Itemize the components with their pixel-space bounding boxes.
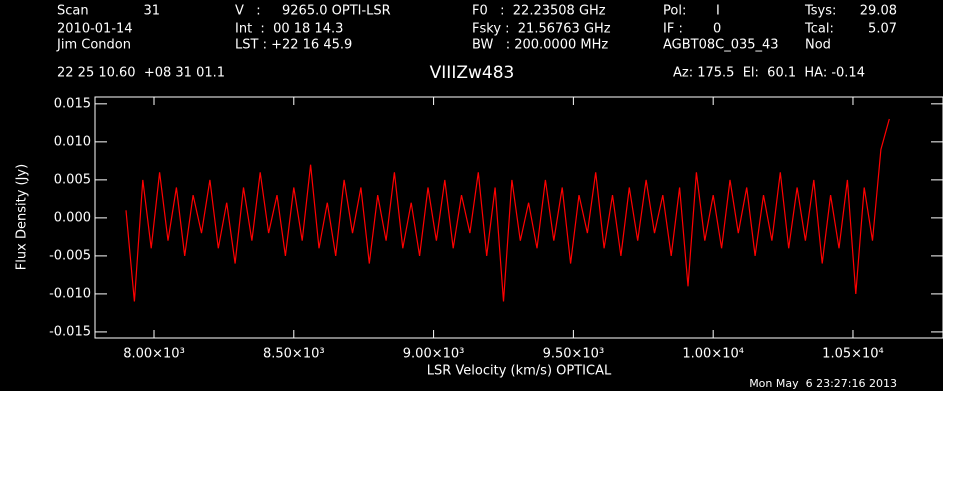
timestamp: Mon May 6 23:27:16 2013 — [749, 377, 897, 390]
header-text: BW : 200.0000 MHz — [472, 38, 608, 53]
header-text: 5.07 — [868, 22, 897, 37]
y-tick-label: 0.015 — [54, 96, 91, 111]
x-tick-label: 8.50×10³ — [263, 347, 325, 362]
y-tick-label: 0.010 — [54, 134, 91, 149]
y-tick-label: -0.015 — [49, 324, 91, 339]
y-tick-label: -0.005 — [49, 248, 91, 263]
x-tick-label: 1.05×10⁴ — [822, 347, 884, 362]
header-text: F0 : 22.23508 GHz — [472, 4, 606, 19]
x-tick-label: 9.00×10³ — [403, 347, 465, 362]
header-text: Int : 00 18 14.3 — [235, 22, 343, 37]
y-tick-label: 0.000 — [54, 210, 91, 225]
header-text: Pol: — [663, 4, 686, 19]
x-tick-label: 1.00×10⁴ — [682, 347, 744, 362]
header-text: I — [716, 4, 720, 19]
x-tick-label: 8.00×10³ — [123, 347, 185, 362]
header-text: 29.08 — [860, 4, 897, 19]
header-text: 22 25 10.60 +08 31 01.1 — [57, 66, 225, 81]
chart-title: VIIIZw483 — [430, 63, 515, 83]
header-text: 2010-01-14 — [57, 22, 133, 37]
header-text: Tsys: — [804, 4, 836, 19]
x-axis-label: LSR Velocity (km/s) OPTICAL — [427, 364, 612, 379]
header-text: 0 — [713, 22, 721, 37]
x-tick-label: 9.50×10³ — [543, 347, 605, 362]
header-text: IF : — [663, 22, 683, 37]
header-text: Scan — [57, 4, 89, 19]
spectrum-line — [125, 118, 890, 302]
header-text: Tcal: — [804, 22, 834, 37]
header-text: AGBT08C_035_43 — [663, 38, 779, 53]
header-text: Az: 175.5 El: 60.1 HA: -0.14 — [673, 66, 865, 81]
y-axis-label: Flux Density (Jy) — [15, 164, 30, 270]
header-text: Fsky : 21.56763 GHz — [472, 22, 611, 37]
header-text: 9265.0 OPTI-LSR — [282, 4, 391, 19]
header-text: LST : +22 16 45.9 — [235, 38, 352, 53]
header-text: 31 — [143, 4, 160, 19]
header-text: Nod — [805, 38, 831, 53]
header-text: Jim Condon — [56, 38, 131, 53]
y-tick-label: 0.005 — [54, 172, 91, 187]
y-tick-label: -0.010 — [49, 286, 91, 301]
header-text: V : — [235, 4, 261, 19]
